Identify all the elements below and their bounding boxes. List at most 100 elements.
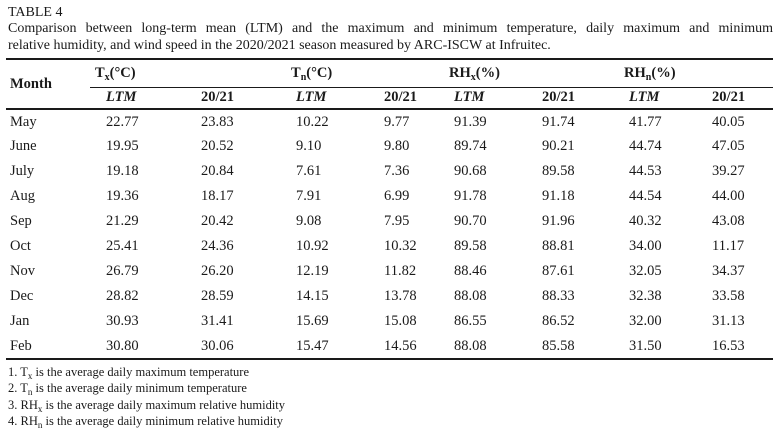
value-cell: 31.13 bbox=[712, 313, 745, 329]
subheader-season-tx: 20/21 bbox=[191, 87, 287, 110]
footnote-line: 2. Tn is the average daily minimum tempe… bbox=[8, 380, 773, 398]
table-row: Oct 25.41 24.36 10.92 10.32 89.58 88.81 34.00 11… bbox=[6, 234, 773, 259]
data-table: Month Tx(°C) Tn(°C) RHx(%) RHn(%) LTM 20… bbox=[6, 58, 774, 360]
value-cell: 24.36 bbox=[201, 238, 234, 254]
value-cell: 20.52 bbox=[201, 138, 234, 154]
value-cell: 88.33 bbox=[542, 288, 575, 304]
value-cell: 33.58 bbox=[712, 288, 745, 304]
value-cell: 20.84 bbox=[201, 163, 234, 179]
value-cell: 30.06 bbox=[191, 334, 287, 360]
subheader-season-tn: 20/21 bbox=[374, 87, 445, 110]
footnote-subscript: x bbox=[37, 403, 43, 414]
group-subscript: n bbox=[645, 71, 652, 83]
footnotes: 1. T x is the average daily maximum tempe… bbox=[6, 364, 773, 429]
footnote-text: is the average daily maximum relative hu… bbox=[42, 397, 286, 412]
value-cell: 7.91 bbox=[296, 188, 322, 204]
footnote-prefix: 3. RH bbox=[8, 397, 38, 412]
table-caption: Comparison between long-term mean (LTM) … bbox=[6, 21, 773, 54]
value-cell: 11.17 bbox=[712, 238, 745, 254]
month-cell: June bbox=[10, 138, 37, 154]
value-cell: 9.80 bbox=[384, 138, 410, 154]
value-cell: 10.92 bbox=[296, 238, 329, 254]
group-unit: (%) bbox=[651, 64, 676, 81]
value-cell: 15.08 bbox=[384, 313, 417, 329]
value-cell: 91.18 bbox=[542, 188, 575, 204]
value-cell: 86.52 bbox=[542, 313, 575, 329]
value-cell: 19.36 bbox=[106, 188, 139, 204]
footnote-prefix: 1. T bbox=[8, 365, 28, 379]
column-header-month: Month bbox=[6, 59, 90, 110]
value-cell: 39.27 bbox=[712, 163, 745, 179]
value-cell: 31.50 bbox=[619, 334, 703, 360]
value-cell: 91.96 bbox=[542, 213, 575, 229]
value-cell: 90.21 bbox=[542, 138, 575, 154]
month-cell: Oct bbox=[10, 238, 31, 254]
table-body: May 22.77 23.83 10.22 9.77 91.39 91.74 41.77 40.… bbox=[6, 109, 774, 360]
value-cell: 90.70 bbox=[454, 213, 487, 229]
value-cell: 13.78 bbox=[384, 288, 417, 304]
value-cell: 88.08 bbox=[444, 334, 533, 360]
value-cell: 34.00 bbox=[629, 238, 662, 254]
table-row: July 19.18 20.84 7.61 7.36 90.68 89.58 44.53 39.… bbox=[6, 159, 773, 184]
month-cell: May bbox=[10, 113, 37, 130]
value-cell: 86.55 bbox=[454, 313, 487, 329]
value-cell: 15.47 bbox=[286, 334, 375, 360]
value-cell: 30.80 bbox=[90, 334, 191, 360]
group-subscript: n bbox=[300, 71, 307, 83]
value-cell: 88.08 bbox=[454, 288, 487, 304]
group-unit: (°C) bbox=[306, 64, 333, 81]
value-cell: 28.82 bbox=[106, 288, 139, 304]
subheader-ltm-tx: LTM bbox=[90, 87, 191, 110]
value-cell: 10.22 bbox=[296, 113, 329, 130]
value-cell: 23.83 bbox=[201, 113, 234, 130]
table-row: Nov 26.79 26.20 12.19 11.82 88.46 87.61 32.05 34… bbox=[6, 259, 773, 284]
table-row: Sep 21.29 20.42 9.08 7.95 90.70 91.96 40.32 43.0… bbox=[6, 209, 773, 234]
table-row: Feb 30.80 30.06 15.47 14.56 88.08 85.58 31.50 16… bbox=[6, 334, 774, 360]
value-cell: 91.74 bbox=[542, 113, 575, 130]
value-cell: 40.32 bbox=[629, 213, 662, 229]
group-base: T bbox=[291, 64, 301, 81]
value-cell: 11.82 bbox=[384, 263, 417, 279]
footnote-line: 4. RHn is the average daily minimum rela… bbox=[8, 413, 773, 430]
subheader-season-rhn: 20/21 bbox=[702, 87, 774, 110]
table-row: Jan 30.93 31.41 15.69 15.08 86.55 86.52 32.00 31… bbox=[6, 309, 773, 334]
value-cell: 89.74 bbox=[454, 138, 487, 154]
value-cell: 14.56 bbox=[374, 334, 445, 360]
month-cell: Aug bbox=[10, 188, 35, 204]
value-cell: 16.53 bbox=[702, 334, 774, 360]
value-cell: 22.77 bbox=[106, 113, 139, 130]
column-group-tn: Tn(°C) bbox=[286, 59, 445, 88]
value-cell: 10.32 bbox=[384, 238, 417, 254]
column-group-rhx: RHx(%) bbox=[444, 59, 620, 88]
table-header-sub-row: LTM 20/21 LTM 20/21 LTM 20/21 LTM 20/21 bbox=[6, 87, 774, 110]
value-cell: 44.74 bbox=[629, 138, 662, 154]
subheader-ltm-rhx: LTM bbox=[444, 87, 533, 110]
value-cell: 31.41 bbox=[201, 313, 234, 329]
group-subscript: x bbox=[104, 71, 110, 83]
group-unit: (%) bbox=[475, 64, 500, 81]
value-cell: 44.53 bbox=[629, 163, 662, 179]
footnote-subscript: n bbox=[27, 387, 33, 398]
subheader-ltm-tn: LTM bbox=[286, 87, 375, 110]
footnote-text: is the average daily minimum temperature bbox=[32, 381, 247, 396]
footnote-prefix: 4. RH bbox=[8, 413, 38, 428]
value-cell: 6.99 bbox=[384, 188, 410, 204]
month-cell: Nov bbox=[10, 263, 35, 279]
value-cell: 89.58 bbox=[542, 163, 575, 179]
footnote-prefix: 2. T bbox=[8, 381, 28, 396]
page-title: TABLE 4 bbox=[8, 5, 63, 20]
value-cell: 47.05 bbox=[712, 138, 745, 154]
footnote-text: is the average daily minimum relative hu… bbox=[42, 413, 283, 428]
value-cell: 43.08 bbox=[712, 213, 745, 229]
value-cell: 21.29 bbox=[106, 213, 139, 229]
footnote-text: is the average daily maximum temperature bbox=[32, 365, 250, 379]
value-cell: 32.38 bbox=[629, 288, 662, 304]
footnote-line: 3. RHx is the average daily maximum rela… bbox=[8, 397, 773, 414]
value-cell: 7.95 bbox=[384, 213, 410, 229]
column-group-tx: Tx(°C) bbox=[90, 59, 287, 88]
value-cell: 44.54 bbox=[629, 188, 662, 204]
value-cell: 32.00 bbox=[629, 313, 662, 329]
value-cell: 88.46 bbox=[454, 263, 487, 279]
value-cell: 91.78 bbox=[454, 188, 487, 204]
value-cell: 30.93 bbox=[106, 313, 139, 329]
